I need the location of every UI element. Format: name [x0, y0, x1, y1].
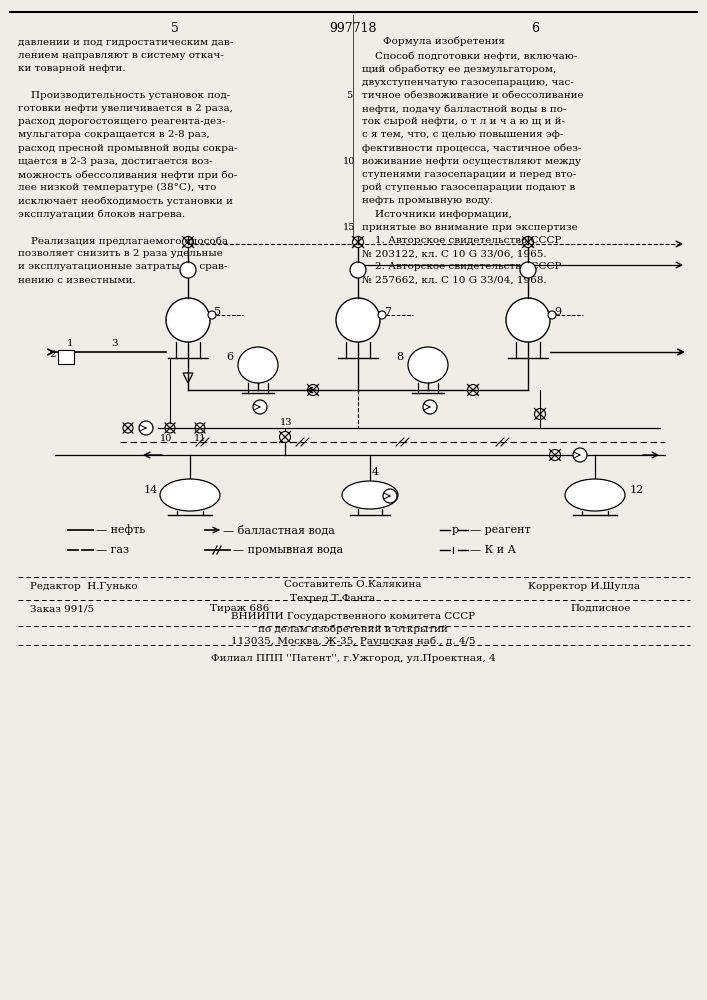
Circle shape: [573, 448, 587, 462]
Bar: [58, 350, 74, 364]
Text: готовки нефти увеличивается в 2 раза,: готовки нефти увеличивается в 2 раза,: [18, 104, 233, 113]
Text: Техред Т.Фанта: Техред Т.Фанта: [290, 594, 375, 603]
Text: Тираж 686: Тираж 686: [210, 604, 269, 613]
Text: исключает необходимость установки и: исключает необходимость установки и: [18, 196, 233, 206]
Text: ВНИИПИ Государственного комитета СССР: ВНИИПИ Государственного комитета СССР: [231, 612, 475, 621]
Text: расход дорогостоящего реагента-дез-: расход дорогостоящего реагента-дез-: [18, 117, 226, 126]
Text: 2. Авторское свидетельство СССР: 2. Авторское свидетельство СССР: [362, 262, 561, 271]
Text: 9: 9: [554, 307, 561, 317]
Text: лением направляют в систему откач-: лением направляют в систему откач-: [18, 51, 223, 60]
Text: 997718: 997718: [329, 22, 377, 35]
Text: с я тем, что, с целью повышения эф-: с я тем, что, с целью повышения эф-: [362, 130, 563, 139]
Text: Источники информации,: Источники информации,: [362, 210, 512, 219]
Text: и эксплуатационные затраты по срав-: и эксплуатационные затраты по срав-: [18, 262, 228, 271]
Text: 5: 5: [346, 91, 352, 100]
Text: 12: 12: [630, 485, 644, 495]
Text: ки товарной нефти.: ки товарной нефти.: [18, 64, 126, 73]
Text: Редактор  Н.Гунько: Редактор Н.Гунько: [30, 582, 138, 591]
Text: нефти, подачу балластной воды в по-: нефти, подачу балластной воды в по-: [362, 104, 566, 113]
Text: Корректор И.Шулла: Корректор И.Шулла: [528, 582, 640, 591]
Text: Филиал ППП ''Патент'', г.Ужгород, ул.Проектная, 4: Филиал ППП ''Патент'', г.Ужгород, ул.Про…: [211, 654, 496, 663]
Text: по делам изобретений и открытий: по делам изобретений и открытий: [258, 624, 448, 634]
Text: 7: 7: [384, 307, 391, 317]
Ellipse shape: [350, 262, 366, 278]
Text: позволяет снизить в 2 раза удельные: позволяет снизить в 2 раза удельные: [18, 249, 223, 258]
Text: Формула изобретения: Формула изобретения: [383, 37, 505, 46]
Circle shape: [548, 311, 556, 319]
Text: 13: 13: [280, 418, 292, 427]
Ellipse shape: [565, 479, 625, 511]
Text: — нефть: — нефть: [96, 525, 145, 535]
Text: Составитель О.Калякина: Составитель О.Калякина: [284, 580, 422, 589]
Text: Подписное: Подписное: [570, 604, 631, 613]
Text: 11: 11: [194, 434, 206, 443]
Ellipse shape: [408, 347, 448, 383]
Text: 2: 2: [49, 350, 56, 359]
Text: 14: 14: [144, 485, 158, 495]
Text: воживание нефти осуществляют между: воживание нефти осуществляют между: [362, 157, 581, 166]
Text: 1: 1: [66, 339, 74, 348]
Ellipse shape: [342, 481, 398, 509]
Text: расход пресной промывной воды сокра-: расход пресной промывной воды сокра-: [18, 144, 238, 153]
Text: лее низкой температуре (38°С), что: лее низкой температуре (38°С), что: [18, 183, 216, 192]
Text: — К и А: — К и А: [470, 545, 516, 555]
Ellipse shape: [180, 262, 196, 278]
Text: тичное обезвоживание и обессоливание: тичное обезвоживание и обессоливание: [362, 91, 583, 100]
Ellipse shape: [506, 298, 550, 342]
Text: 15: 15: [343, 223, 355, 232]
Text: 3: 3: [112, 339, 118, 348]
Ellipse shape: [336, 298, 380, 342]
Text: 5: 5: [171, 22, 179, 35]
Text: фективности процесса, частичное обез-: фективности процесса, частичное обез-: [362, 144, 581, 153]
Text: 6: 6: [531, 22, 539, 35]
Text: нению с известными.: нению с известными.: [18, 276, 136, 285]
Circle shape: [378, 311, 386, 319]
Text: мульгатора сокращается в 2-8 раз,: мульгатора сокращается в 2-8 раз,: [18, 130, 209, 139]
Text: щий обработку ее дезмульгатором,: щий обработку ее дезмульгатором,: [362, 64, 556, 74]
Circle shape: [253, 400, 267, 414]
Circle shape: [383, 489, 397, 503]
Text: ток сырой нефти, о т л и ч а ю щ и й-: ток сырой нефти, о т л и ч а ю щ и й-: [362, 117, 565, 126]
Text: — реагент: — реагент: [470, 525, 531, 535]
Text: давлении и под гидростатическим дав-: давлении и под гидростатическим дав-: [18, 38, 233, 47]
Circle shape: [208, 311, 216, 319]
Text: Производительность установок под-: Производительность установок под-: [18, 91, 230, 100]
Text: ступенями газосепарации и перед вто-: ступенями газосепарации и перед вто-: [362, 170, 576, 179]
Text: 4: 4: [371, 467, 378, 477]
Ellipse shape: [166, 298, 210, 342]
Text: можность обессоливания нефти при бо-: можность обессоливания нефти при бо-: [18, 170, 238, 180]
Text: двухступенчатую газосепарацию, час-: двухступенчатую газосепарацию, час-: [362, 78, 574, 87]
Text: 10: 10: [343, 157, 355, 166]
Circle shape: [139, 421, 153, 435]
Ellipse shape: [238, 347, 278, 383]
Text: щается в 2-3 раза, достигается воз-: щается в 2-3 раза, достигается воз-: [18, 157, 213, 166]
Text: нефть промывную воду.: нефть промывную воду.: [362, 196, 493, 205]
Circle shape: [423, 400, 437, 414]
Text: 10: 10: [160, 434, 173, 443]
Text: 8: 8: [396, 352, 403, 362]
Ellipse shape: [520, 262, 536, 278]
Ellipse shape: [160, 479, 220, 511]
Text: рой ступенью газосепарации подают в: рой ступенью газосепарации подают в: [362, 183, 575, 192]
Text: принятые во внимание при экспертизе: принятые во внимание при экспертизе: [362, 223, 578, 232]
Text: р: р: [452, 525, 459, 535]
Text: — балластная вода: — балластная вода: [223, 525, 335, 535]
Text: 113035, Москва, Ж-35, Раушская наб., д. 4/5: 113035, Москва, Ж-35, Раушская наб., д. …: [230, 636, 475, 646]
Text: Реализация предлагаемого способа: Реализация предлагаемого способа: [18, 236, 228, 245]
Text: эксплуатации блоков нагрева.: эксплуатации блоков нагрева.: [18, 210, 185, 219]
Text: № 257662, кл. С 10 G 33/04, 1968.: № 257662, кл. С 10 G 33/04, 1968.: [362, 276, 547, 285]
Text: Способ подготовки нефти, включаю-: Способ подготовки нефти, включаю-: [362, 51, 578, 61]
Text: — промывная вода: — промывная вода: [233, 545, 343, 555]
Text: 1. Авторское свидетельство СССР: 1. Авторское свидетельство СССР: [362, 236, 561, 245]
Text: 6: 6: [226, 352, 233, 362]
Text: № 203122, кл. С 10 G 33/06, 1965.: № 203122, кл. С 10 G 33/06, 1965.: [362, 249, 547, 258]
Text: Заказ 991/5: Заказ 991/5: [30, 604, 94, 613]
Text: — газ: — газ: [96, 545, 129, 555]
Text: 5: 5: [214, 307, 221, 317]
